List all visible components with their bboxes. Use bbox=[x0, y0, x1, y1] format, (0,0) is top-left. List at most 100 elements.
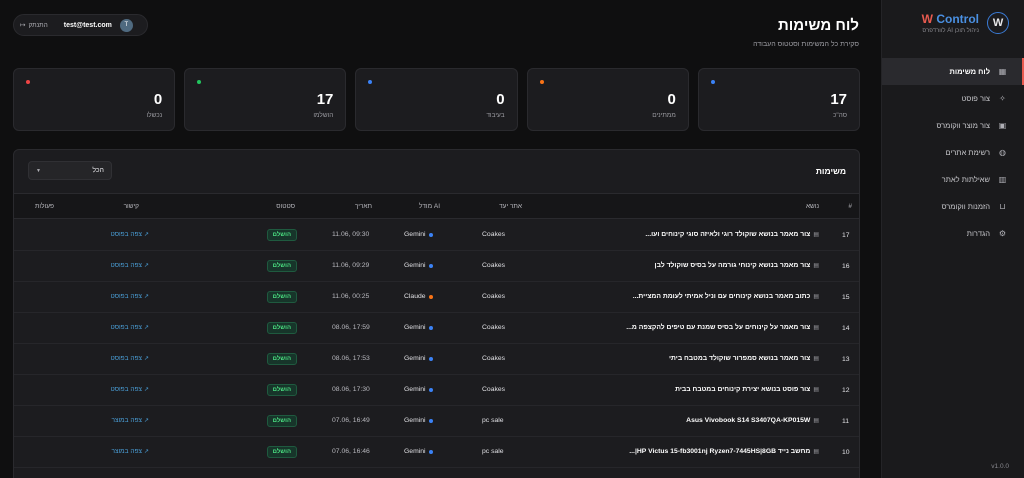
col-site: אתר יעד bbox=[499, 203, 522, 210]
sparkles-icon: ✧ bbox=[999, 94, 1006, 103]
external-link-icon: ↗ bbox=[143, 449, 149, 455]
stat-value: 17 bbox=[316, 91, 334, 108]
sidebar-item-2[interactable]: ▣ צור מוצר ווקומרס bbox=[882, 112, 1024, 139]
logout-button[interactable]: ↦ התנתק bbox=[20, 21, 48, 30]
row-topic-text: צור מאמר על קינוחים על בסיס שמנת עם טיפי… bbox=[626, 324, 811, 331]
status-badge: הושלם bbox=[266, 322, 297, 334]
model-dot bbox=[428, 263, 433, 268]
view-link[interactable]: ↗צפה בפוסט bbox=[110, 386, 149, 393]
row-model: Gemini bbox=[404, 231, 440, 238]
stat-label: ממתינים bbox=[652, 112, 676, 119]
model-dot bbox=[428, 449, 433, 454]
row-num: 11 bbox=[842, 418, 850, 425]
view-link-label: צפה בפוסט bbox=[110, 355, 142, 362]
external-link-icon: ↗ bbox=[143, 294, 149, 300]
model-dot bbox=[428, 418, 433, 423]
col-topic: נושא bbox=[805, 203, 819, 210]
row-model: Claude bbox=[404, 293, 440, 300]
row-topic: ▤צור מאמר בנושא קינוחי גורמה על בסיס שוק… bbox=[655, 262, 819, 269]
sidebar-item-0[interactable]: ▦ לוח משימות bbox=[882, 58, 1024, 85]
view-link[interactable]: ↗צפה בפוסט bbox=[110, 324, 149, 331]
row-model-text: Claude bbox=[404, 293, 426, 300]
table-row[interactable]: 17 ▤צור מאמר בנושא שוקולד רוגי ולאיזה סו… bbox=[14, 220, 859, 251]
table-row[interactable]: 15 ▤כתוב מאמר בנושא קינוחים עם וניל אמית… bbox=[14, 282, 859, 313]
row-model-text: Gemini bbox=[404, 324, 426, 331]
row-site: pc sale bbox=[482, 417, 504, 424]
view-link[interactable]: ↗צפה במוצר bbox=[111, 448, 149, 455]
view-link-label: צפה במוצר bbox=[111, 417, 142, 424]
row-site: pc sale bbox=[482, 448, 504, 455]
external-link-icon: ↗ bbox=[143, 418, 149, 424]
sidebar-item-label: הזמנות ווקומרס bbox=[941, 202, 990, 211]
status-filter-select[interactable]: הכל ▼ bbox=[28, 161, 112, 180]
gear-icon: ⚙ bbox=[998, 229, 1007, 238]
sidebar-item-label: רשימת אתרים bbox=[945, 148, 990, 157]
row-date: 17:30 ,08.06 bbox=[332, 386, 370, 393]
view-link-label: צפה בפוסט bbox=[110, 293, 142, 300]
stat-label: הושלמו bbox=[313, 112, 334, 119]
view-link[interactable]: ↗צפה במוצר bbox=[111, 417, 149, 424]
stat-label: סה"כ bbox=[832, 112, 847, 119]
row-topic-text: Asus Vivobook S14 S3407QA-KP015W bbox=[686, 417, 811, 424]
status-badge: הושלם bbox=[266, 384, 297, 396]
table-row[interactable]: 10 ▤מחשב נייד HP Victus 15-fb3001nj Ryze… bbox=[14, 437, 859, 468]
sidebar-item-3[interactable]: ◍ רשימת אתרים bbox=[882, 139, 1024, 166]
row-site: Coakes bbox=[482, 293, 506, 300]
view-link[interactable]: ↗צפה בפוסט bbox=[110, 231, 149, 238]
tasks-panel: משימות הכל ▼ # נושא אתר יעד מודל AI תארי… bbox=[13, 149, 860, 478]
status-dot bbox=[368, 80, 373, 84]
status-badge: הושלם bbox=[266, 291, 297, 303]
row-topic: ▤צור פוסט בנושא יצירת קינוחים במטבח בבית bbox=[675, 386, 819, 393]
avatar[interactable]: T bbox=[119, 18, 133, 32]
model-dot bbox=[428, 325, 433, 330]
logout-label: התנתק bbox=[28, 21, 48, 29]
table-row[interactable]: 16 ▤צור מאמר בנושא קינוחי גורמה על בסיס … bbox=[14, 251, 859, 282]
sidebar-item-label: לוח משימות bbox=[949, 67, 990, 76]
row-model-text: Gemini bbox=[404, 355, 426, 362]
stat-value: 17 bbox=[830, 91, 847, 108]
status-dot bbox=[539, 80, 544, 84]
stat-label: בעיבוד bbox=[486, 112, 505, 119]
brand-name-w: W bbox=[921, 12, 933, 26]
table-row[interactable]: 14 ▤צור מאמר על קינוחים על בסיס שמנת עם … bbox=[14, 313, 859, 344]
row-topic: ▤מחשב נייד HP Victus 15-fb3001nj Ryzen7-… bbox=[629, 448, 819, 455]
box-icon: ▣ bbox=[998, 121, 1007, 130]
row-date: 16:49 ,07.06 bbox=[332, 417, 370, 424]
chevron-down-icon: ▼ bbox=[36, 167, 41, 174]
sidebar-item-5[interactable]: ⊔ הזמנות ווקומרס bbox=[882, 193, 1024, 220]
status-filter-value: הכל bbox=[92, 167, 104, 174]
row-num: 13 bbox=[842, 356, 850, 363]
external-link-icon: ↗ bbox=[143, 263, 149, 269]
row-model-text: Gemini bbox=[404, 262, 426, 269]
file-icon: ▤ bbox=[813, 232, 819, 238]
brand-logo: W bbox=[987, 12, 1009, 34]
row-num: 14 bbox=[842, 325, 850, 332]
row-topic-text: מחשב נייד HP Victus 15-fb3001nj Ryzen7-7… bbox=[629, 448, 811, 455]
table-row[interactable]: 11 ▤Asus Vivobook S14 S3407QA-KP015W pc … bbox=[14, 406, 859, 437]
stat-value: 0 bbox=[153, 91, 163, 108]
table-row[interactable]: 12 ▤צור פוסט בנושא יצירת קינוחים במטבח ב… bbox=[14, 375, 859, 406]
row-model: Gemini bbox=[404, 355, 440, 362]
sidebar-item-6[interactable]: ⚙ הגדרות bbox=[882, 220, 1024, 247]
row-site: Coakes bbox=[482, 231, 506, 238]
row-topic: ▤צור מאמר בנושא סמפרור שוקולד במטבח ביתי bbox=[669, 355, 819, 362]
tasks-title: משימות bbox=[815, 166, 846, 176]
row-num: 10 bbox=[842, 449, 850, 456]
sidebar-item-label: הגדרות bbox=[966, 229, 990, 238]
view-link[interactable]: ↗צפה בפוסט bbox=[110, 262, 149, 269]
row-date: 17:53 ,08.06 bbox=[332, 355, 370, 362]
external-link-icon: ↗ bbox=[143, 325, 149, 331]
sidebar-item-4[interactable]: ▥ שאילתות לאתר bbox=[882, 166, 1024, 193]
status-badge: הושלם bbox=[266, 446, 297, 458]
view-link[interactable]: ↗צפה בפוסט bbox=[110, 293, 149, 300]
status-badge: הושלם bbox=[266, 353, 297, 365]
model-dot bbox=[428, 356, 433, 361]
chart-icon: ▥ bbox=[998, 175, 1007, 184]
table-row[interactable]: 13 ▤צור מאמר בנושא סמפרור שוקולד במטבח ב… bbox=[14, 344, 859, 375]
view-link[interactable]: ↗צפה בפוסט bbox=[110, 355, 149, 362]
stat-card: 17 הושלמו bbox=[184, 68, 347, 131]
row-num: 17 bbox=[842, 232, 850, 239]
sidebar-item-1[interactable]: ✧ צור פוסט bbox=[882, 85, 1024, 112]
brand[interactable]: W W Control ניהול תוכן AI לוורדפרס bbox=[922, 12, 1009, 34]
row-topic-text: צור פוסט בנושא יצירת קינוחים במטבח בבית bbox=[675, 386, 811, 393]
